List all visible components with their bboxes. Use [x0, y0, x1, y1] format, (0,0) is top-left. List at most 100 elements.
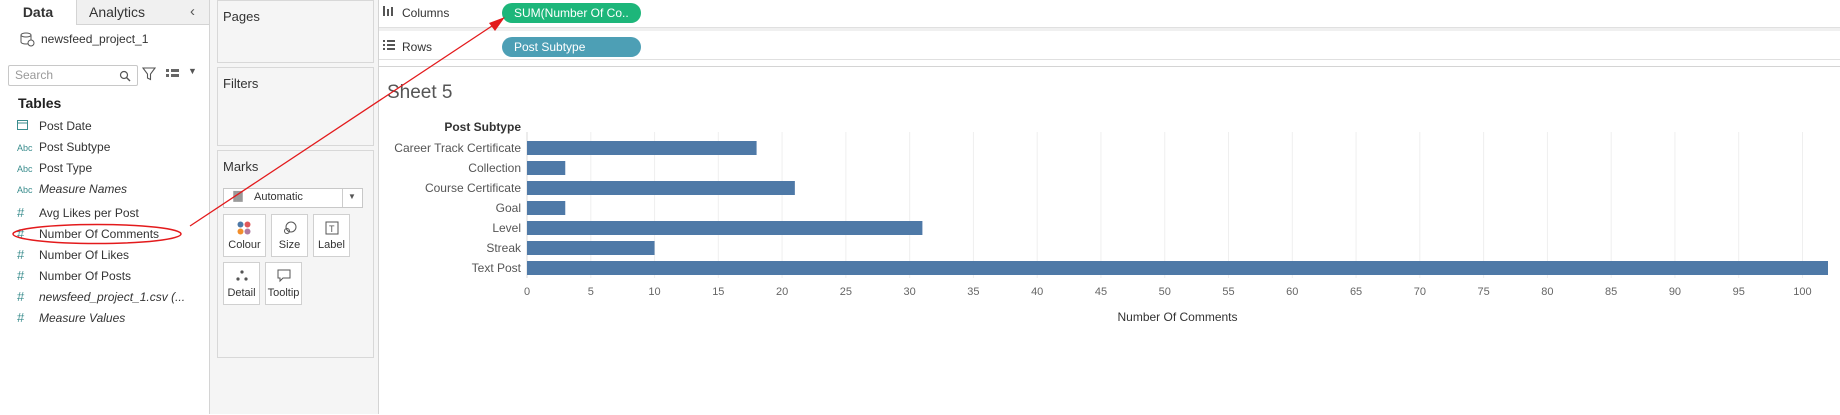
bar-chart: Career Track Certificate Collection Course…: [394, 120, 1828, 324]
label-label: Label: [318, 239, 345, 251]
tab-analytics[interactable]: Analytics: [88, 4, 146, 20]
columns-icon: [383, 6, 393, 16]
field-label: Post Subtype: [39, 140, 111, 154]
bar[interactable]: [527, 261, 1828, 275]
label-button[interactable]: T Label: [313, 214, 350, 257]
field-label: Number Of Likes: [39, 248, 130, 262]
field-number-of-likes[interactable]: # Number Of Likes: [17, 245, 129, 265]
category-label[interactable]: Text Post: [472, 261, 522, 275]
hash-icon: #: [17, 205, 25, 220]
field-number-of-comments[interactable]: # Number Of Comments: [17, 224, 159, 244]
category-label[interactable]: Career Track Certificate: [394, 141, 521, 155]
field-post-date[interactable]: Post Date: [17, 116, 92, 136]
columns-label: Columns: [402, 6, 450, 20]
size-button[interactable]: Size: [271, 214, 308, 257]
field-number-of-posts[interactable]: # Number Of Posts: [17, 266, 131, 286]
field-label: Post Date: [39, 119, 92, 133]
tab-data[interactable]: Data: [0, 0, 77, 25]
tooltip-button[interactable]: Tooltip: [265, 262, 302, 305]
cards-column: Pages Filters Marks ▐█ Automatic ▼ Colou…: [210, 0, 379, 414]
category-label[interactable]: Goal: [496, 201, 521, 215]
chevron-down-icon[interactable]: ▼: [188, 66, 197, 76]
hash-icon: #: [17, 289, 25, 304]
filter-icon[interactable]: [142, 67, 156, 81]
field-measure-names[interactable]: Abc Measure Names: [17, 179, 127, 199]
x-tick-label: 100: [1793, 286, 1811, 298]
search-field[interactable]: Search: [8, 65, 138, 86]
x-tick-label: 90: [1669, 286, 1681, 298]
field-label: newsfeed_project_1.csv (...: [39, 290, 186, 304]
sheet-title: Sheet 5: [387, 82, 453, 103]
size-label: Size: [278, 239, 301, 251]
field-label: Post Type: [39, 161, 93, 175]
abc-icon: Abc: [17, 143, 33, 153]
view-options-icon[interactable]: [166, 68, 180, 80]
tables-header: Tables: [18, 95, 62, 111]
x-tick-label: 85: [1605, 286, 1617, 298]
x-tick-label: 75: [1477, 286, 1489, 298]
size-icon: [284, 221, 297, 234]
tooltip-icon: [277, 269, 291, 283]
bar[interactable]: [527, 241, 655, 255]
x-tick-label: 30: [904, 286, 916, 298]
detail-label: Detail: [227, 287, 256, 299]
detail-button[interactable]: Detail: [223, 262, 260, 305]
bars: [527, 141, 1828, 275]
field-post-type[interactable]: Abc Post Type: [17, 158, 92, 178]
x-tick-label: 5: [588, 286, 594, 298]
bar[interactable]: [527, 141, 757, 155]
field-label: Measure Values: [39, 311, 126, 325]
x-tick-label: 10: [648, 286, 660, 298]
search-input[interactable]: Search: [15, 68, 54, 82]
bar-chart-icon: ▐█: [230, 191, 243, 201]
bar[interactable]: [527, 161, 566, 175]
bar[interactable]: [527, 201, 566, 215]
search-icon: [119, 70, 131, 82]
data-pane: Data Analytics ‹ newsfeed_project_1 Sear…: [0, 0, 210, 414]
chevron-left-icon[interactable]: ‹: [190, 3, 195, 20]
x-tick-label: 0: [524, 286, 530, 298]
mark-type-dropdown[interactable]: ▐█ Automatic ▼: [223, 188, 363, 208]
filters-card[interactable]: Filters: [217, 67, 374, 146]
category-label[interactable]: Streak: [486, 241, 522, 255]
category-label[interactable]: Collection: [468, 161, 521, 175]
data-pane-tabbar: Data Analytics ‹: [0, 0, 209, 25]
pages-title: Pages: [223, 9, 260, 24]
x-tick-label: 55: [1222, 286, 1234, 298]
abc-icon: Abc: [17, 164, 33, 174]
field-avg-likes-per-post[interactable]: # Avg Likes per Post: [17, 203, 139, 223]
field-label: Number Of Posts: [39, 269, 132, 283]
filters-title: Filters: [223, 76, 259, 91]
field-record-count[interactable]: # newsfeed_project_1.csv (...: [17, 287, 185, 307]
x-tick-label: 15: [712, 286, 724, 298]
dropdown-divider: [342, 189, 343, 207]
colour-button[interactable]: Colour: [223, 214, 266, 257]
svg-text:T: T: [329, 224, 335, 234]
chevron-down-icon: ▼: [348, 192, 356, 201]
category-label[interactable]: Course Certificate: [425, 181, 521, 195]
x-tick-label: 25: [840, 286, 852, 298]
detail-icon: [236, 270, 248, 281]
bar[interactable]: [527, 221, 923, 235]
category-label[interactable]: Level: [492, 221, 521, 235]
rows-icon: [383, 40, 395, 50]
field-measure-values[interactable]: # Measure Values: [17, 308, 125, 328]
x-tick-label: 45: [1095, 286, 1107, 298]
columns-pill[interactable]: SUM(Number Of Co..: [502, 3, 641, 23]
hash-icon: #: [17, 226, 25, 241]
mark-type-value: Automatic: [254, 191, 303, 203]
datasource-name[interactable]: newsfeed_project_1: [41, 32, 149, 46]
field-label: Measure Names: [39, 182, 128, 196]
bar[interactable]: [527, 181, 795, 195]
x-tick-label: 50: [1159, 286, 1171, 298]
field-post-subtype[interactable]: Abc Post Subtype: [17, 137, 110, 157]
pages-card[interactable]: Pages: [217, 0, 374, 63]
x-axis-title: Number Of Comments: [1117, 310, 1237, 324]
rows-pill[interactable]: Post Subtype: [502, 37, 641, 57]
row-header: Post Subtype: [444, 120, 521, 134]
category-labels: Career Track Certificate Collection Course…: [394, 141, 522, 275]
field-label: Avg Likes per Post: [39, 206, 139, 220]
x-tick-label: 65: [1350, 286, 1362, 298]
colour-label: Colour: [228, 239, 261, 251]
x-tick-label: 95: [1733, 286, 1745, 298]
